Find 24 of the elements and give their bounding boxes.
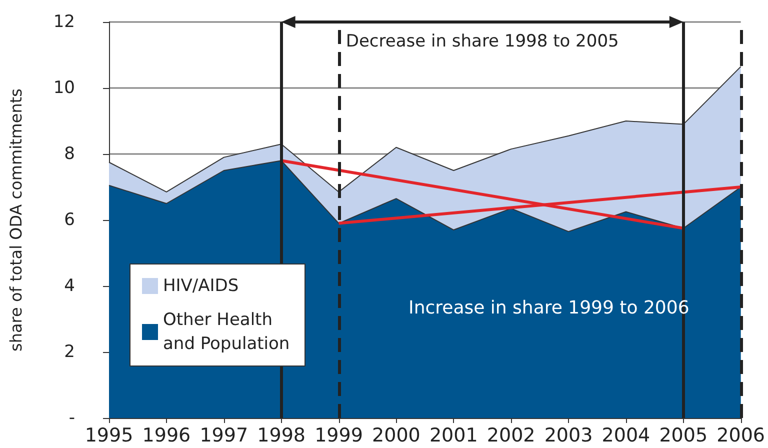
x-tick-label: 1996: [142, 424, 191, 446]
x-tick-label: 1997: [200, 424, 248, 446]
x-tick-label: 2001: [429, 424, 478, 446]
x-tick-label: 2005: [659, 424, 708, 446]
x-tick-label: 1999: [314, 424, 363, 446]
x-tick-label: 2004: [602, 424, 650, 446]
x-tick-label: 2006: [716, 424, 766, 446]
annotation: Decrease in share 1998 to 2005: [346, 32, 619, 52]
x-tick-label: 2003: [544, 424, 593, 446]
y-tick-label: 8: [64, 144, 75, 164]
legend-label: HIV/AIDS: [163, 276, 239, 296]
y-tick-label: 10: [53, 78, 75, 98]
y-tick-label: -: [68, 408, 75, 428]
y-tick-label: 2: [64, 342, 75, 362]
y-tick-label: 4: [64, 276, 75, 296]
y-tick-label: 12: [53, 12, 75, 32]
annotation: Increase in share 1999 to 2006: [408, 298, 690, 319]
y-axis-title: share of total ODA commitments: [6, 88, 26, 352]
legend-label: Other Health and Population: [163, 310, 290, 354]
x-tick-label: 2002: [486, 424, 536, 446]
x-tick-label: 1995: [84, 424, 134, 446]
y-tick-label: 6: [64, 210, 75, 230]
x-tick-label: 2000: [372, 424, 420, 446]
x-tick-label: 1998: [257, 424, 306, 446]
